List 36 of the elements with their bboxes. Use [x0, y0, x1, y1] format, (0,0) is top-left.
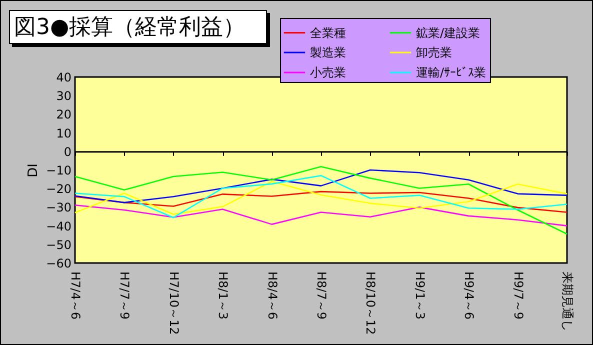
x-tick-label: 来期見通し — [560, 272, 574, 332]
y-tick-label: −40 — [46, 219, 72, 234]
y-tick-label: 40 — [56, 70, 72, 84]
legend-label: 運輸/ｻｰﾋﾞｽ業 — [416, 66, 486, 80]
y-tick-label: 10 — [56, 126, 72, 140]
y-tick-label: −30 — [46, 200, 72, 215]
x-tick-label: H9/7～9 — [511, 272, 526, 320]
legend-label: 小売業 — [310, 66, 346, 80]
y-tick-label: −20 — [46, 182, 72, 196]
line-series — [74, 204, 568, 226]
y-tick-label: 30 — [56, 89, 72, 104]
y-axis-title: DI — [26, 164, 42, 178]
legend-label: 鉱業/建設業 — [416, 26, 480, 40]
x-tick-label: H8/10～12 — [364, 272, 378, 335]
y-tick-label: −50 — [46, 238, 72, 252]
line-series — [74, 190, 568, 213]
x-tick-label: H7/4～6 — [68, 272, 82, 320]
y-tick-label: −10 — [46, 164, 72, 178]
x-tick-label: H8/4～6 — [265, 272, 280, 320]
y-tick-label: 0 — [64, 144, 72, 159]
x-tick-label: H8/1～3 — [216, 272, 230, 320]
x-tick-label: H8/7～9 — [314, 272, 328, 320]
chart-title: 図3●採算（経常利益） — [9, 10, 267, 44]
y-tick-label: −60 — [46, 256, 72, 270]
x-tick-label: H7/10～12 — [166, 272, 181, 335]
x-tick-label: H9/4～6 — [462, 272, 476, 320]
line-series — [74, 166, 568, 235]
line-series — [74, 169, 568, 204]
x-tick-label: H7/7～9 — [118, 272, 132, 320]
x-tick-label: H9/1～3 — [412, 272, 427, 320]
line-series — [74, 174, 568, 218]
legend-label: 製造業 — [310, 46, 346, 60]
line-series — [74, 180, 568, 215]
legend-label: 全業種 — [310, 26, 346, 40]
legend-label: 卸売業 — [416, 46, 452, 60]
y-tick-label: 20 — [56, 108, 72, 122]
